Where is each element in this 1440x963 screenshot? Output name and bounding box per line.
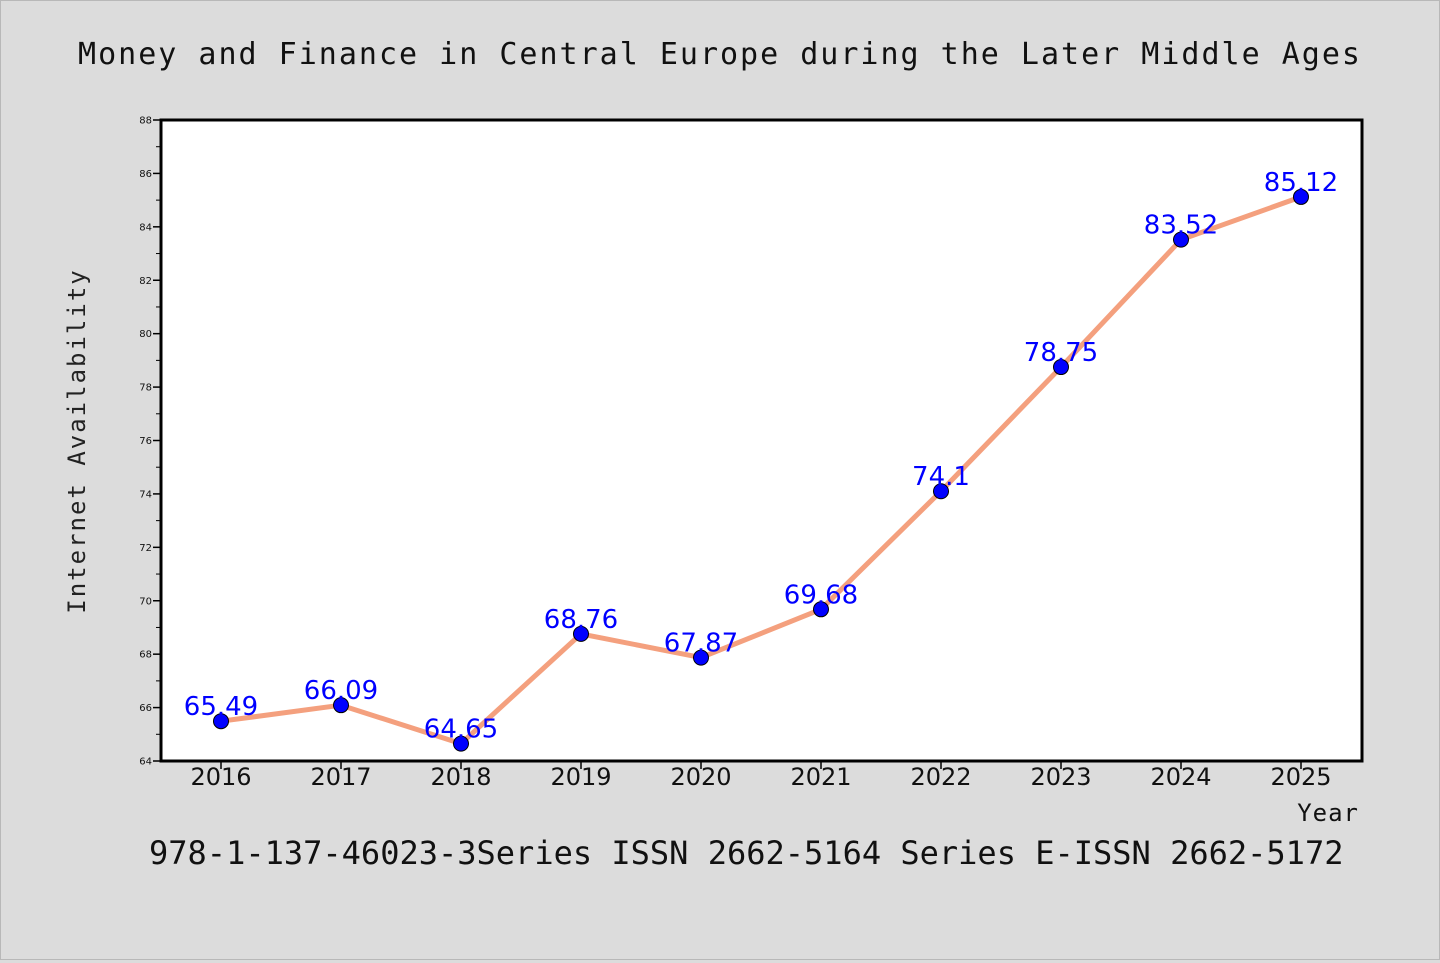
data-label: 65.49 <box>184 692 258 722</box>
x-tick-label: 2024 <box>1150 763 1211 791</box>
data-point <box>693 649 709 666</box>
plot-area <box>161 120 1362 761</box>
plot-frame <box>159 118 1364 763</box>
data-point <box>333 697 349 714</box>
data-point <box>573 625 589 642</box>
y-tick-label: 86 <box>139 169 152 180</box>
y-tick-label: 64 <box>139 757 152 768</box>
data-markers <box>213 188 1309 752</box>
data-label: 74.1 <box>912 462 970 492</box>
data-label: 69.68 <box>784 580 858 610</box>
y-tick-label: 80 <box>139 329 152 340</box>
chart-title: Money and Finance in Central Europe duri… <box>78 37 1362 72</box>
y-tick-label: 88 <box>139 116 152 127</box>
data-label: 67.87 <box>664 629 738 659</box>
x-tick-label: 2025 <box>1270 763 1331 791</box>
x-axis: 2016 2017 2018 2019 2020 2021 2022 2023 2024 2025 <box>190 761 1332 791</box>
series-line <box>218 194 1304 747</box>
y-tick-label: 66 <box>139 703 152 714</box>
y-tick-label: 70 <box>139 596 152 607</box>
x-tick-label: 2021 <box>790 763 851 791</box>
data-label: 83.52 <box>1144 211 1218 241</box>
data-label: 78.75 <box>1024 338 1098 368</box>
x-tick-label: 2020 <box>670 763 731 791</box>
data-label: 68.76 <box>544 605 618 635</box>
data-point <box>933 483 949 500</box>
y-tick-label: 84 <box>139 222 152 233</box>
data-point <box>1293 188 1309 205</box>
y-tick-label: 74 <box>139 489 152 500</box>
y-axis: 64 66 68 70 72 74 76 78 80 82 84 86 88 <box>139 116 161 768</box>
y-tick-label: 72 <box>139 543 152 554</box>
data-point <box>1053 359 1069 376</box>
x-tick-label: 2023 <box>1030 763 1091 791</box>
data-point <box>453 735 469 752</box>
x-tick-label: 2022 <box>910 763 971 791</box>
y-tick-label: 82 <box>139 276 152 287</box>
x-tick-label: 2018 <box>430 763 491 791</box>
data-label: 64.65 <box>424 715 498 745</box>
x-tick-label: 2019 <box>550 763 611 791</box>
y-tick-label: 76 <box>139 436 152 447</box>
footer-series-text: 978-1-137-46023-3Series ISSN 2662-5164 S… <box>149 834 1343 872</box>
data-point <box>1173 231 1189 248</box>
x-tick-label: 2017 <box>310 763 371 791</box>
data-point <box>213 713 229 730</box>
y-tick-label: 78 <box>139 383 152 394</box>
x-tick-label: 2016 <box>190 763 251 791</box>
data-labels: 65.49 66.09 64.65 68.76 67.87 69.68 74.1 78.75 8… <box>184 168 1338 745</box>
y-axis-label: Internet Availability <box>63 268 91 613</box>
data-point <box>813 601 829 618</box>
y-tick-label: 68 <box>139 650 152 661</box>
data-label: 66.09 <box>304 676 378 706</box>
data-label: 85.12 <box>1264 168 1338 198</box>
x-axis-label: Year <box>1297 799 1359 827</box>
